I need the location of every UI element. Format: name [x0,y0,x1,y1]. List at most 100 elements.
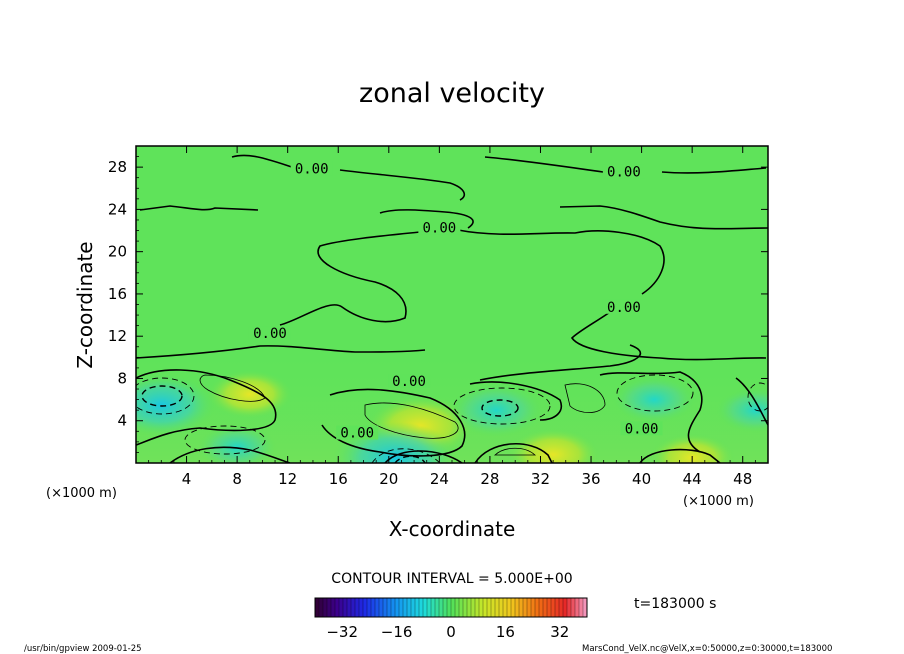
x-tick-label: 40 [632,470,651,488]
colorbar-cell [551,598,556,617]
contour-line [231,154,466,201]
lower-contours [136,369,768,463]
colorbar-cell [415,598,420,617]
y-tick-label: 24 [108,200,127,218]
colorbar-cell [563,598,568,617]
contour-label-5: 0.00 [392,374,426,390]
feature-extremum-4 [613,376,696,424]
contour-line [639,448,721,463]
colorbar-tick-label: 32 [550,623,569,641]
contour-label-bg [290,161,333,176]
colorbar-cell [331,598,336,617]
y-tick-label: 4 [117,412,127,430]
contour-line [747,382,768,412]
colorbar-cell [531,598,536,617]
contour-line [184,425,266,455]
colorbar-cell [539,598,544,617]
x-unit-right: (×1000 m) [683,494,754,509]
colorbar-cell [447,598,452,617]
contour-line [364,402,459,439]
colorbar-cell [459,598,464,617]
x-tick-label: 28 [480,470,499,488]
colorbar-cell [399,598,404,617]
colorbar-cell [555,598,560,617]
contour-line [279,209,474,326]
colorbar-cell [427,598,432,617]
x-tick-label: 8 [232,470,242,488]
colorbar-cell [571,598,576,617]
contour-label-2: 0.00 [423,221,457,237]
contour-label-3: 0.00 [253,326,287,342]
colorbar-cell [451,598,456,617]
y-axis-ticks: 4 8 12 16 20 24 28 [108,156,768,453]
colorbar-cell [383,598,388,617]
colorbar-cell [523,598,528,617]
footer-left: /usr/bin/gpview 2009-01-25 [24,644,142,654]
contour-line [139,205,259,211]
contour-label-4: 0.00 [607,300,641,316]
footer-right: MarsCond_VelX.nc@VelX,x=0:50000,z=0:3000… [582,644,832,654]
colorbar-cell [443,598,448,617]
colorbar-cell [583,598,588,617]
colorbar-cell [407,598,412,617]
contour-line [371,448,441,463]
colorbar-cell [527,598,532,617]
colorbar-cell [359,598,364,617]
colorbar-cell [335,598,340,617]
feature-extremum-7 [649,433,736,463]
contour-labels: 0.00 0.00 0.00 0.00 0.00 0.00 0.00 0.00 [248,161,663,442]
contour-line [479,344,642,381]
colorbar-cell [423,598,428,617]
colorbar-cell [371,598,376,617]
x-tick-label: 4 [182,470,192,488]
colorbar-cell [491,598,496,617]
contour-label-7: 0.00 [625,421,659,437]
colorbar-cell [559,598,564,617]
colorbar-cell [483,598,488,617]
colorbar-cell [515,598,520,617]
thin-contours [199,374,606,456]
colorbar-cell [547,598,552,617]
colorbar-cell [507,598,512,617]
contour-label-6: 0.00 [340,426,374,442]
colorbar-cell [439,598,444,617]
colorbar-cell [379,598,384,617]
contour-line [394,455,426,463]
x-tick-label: 32 [531,470,550,488]
colorbar-cell [511,598,516,617]
contour-line [493,447,537,456]
colorbar-cell [535,598,540,617]
contour-label-bg [602,164,645,179]
colorbar-cell [471,598,476,617]
contour-label-bg [602,299,645,314]
y-tick-label: 16 [108,285,127,303]
y-axis-title: Z-coordinate [73,241,97,368]
colorbar-cell [323,598,328,617]
contour-line [484,156,767,174]
colorbar-cell [479,598,484,617]
colorbar-tick-label: 0 [446,623,456,641]
colorbar-cell [543,598,548,617]
colorbar-cell [315,598,320,617]
feature-extremum-0 [136,373,217,437]
contour-line [321,388,466,457]
colorbar: −32 −16 0 16 32 [314,597,588,641]
colorbar-frame [314,597,588,618]
colorbar-cell [575,598,580,617]
contour-label-bg [620,421,663,436]
colorbar-ticks: −32 −16 0 16 32 [326,623,569,641]
negative-contours [136,374,768,463]
y-tick-label: 20 [108,243,127,261]
y-tick-label: 8 [117,369,127,387]
colorbar-cell [347,598,352,617]
feature-extremum-3 [449,383,544,438]
contour-label-bg [248,326,291,341]
x-tick-label: 20 [379,470,398,488]
y-tick-label: 12 [108,327,127,345]
colorbar-cell [363,598,368,617]
x-tick-label: 44 [683,470,702,488]
contour-label-1: 0.00 [607,165,641,181]
contour-label-bg [336,425,379,440]
colorbar-cell [387,598,392,617]
